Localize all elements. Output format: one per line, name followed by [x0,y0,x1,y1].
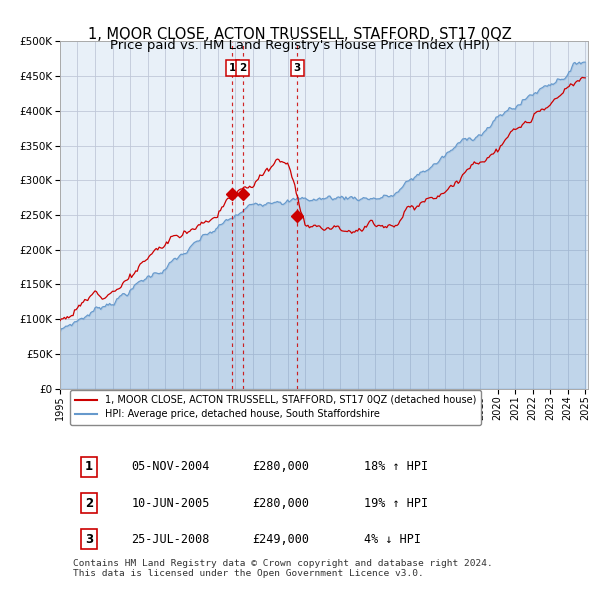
Legend: 1, MOOR CLOSE, ACTON TRUSSELL, STAFFORD, ST17 0QZ (detached house), HPI: Average: 1, MOOR CLOSE, ACTON TRUSSELL, STAFFORD,… [70,389,481,425]
Text: 4% ↓ HPI: 4% ↓ HPI [364,533,421,546]
Text: 2: 2 [85,497,93,510]
Text: 1, MOOR CLOSE, ACTON TRUSSELL, STAFFORD, ST17 0QZ: 1, MOOR CLOSE, ACTON TRUSSELL, STAFFORD,… [88,27,512,41]
Text: 3: 3 [85,533,93,546]
Text: 05-NOV-2004: 05-NOV-2004 [131,460,209,473]
Text: 25-JUL-2008: 25-JUL-2008 [131,533,209,546]
Text: 19% ↑ HPI: 19% ↑ HPI [364,497,428,510]
Text: 18% ↑ HPI: 18% ↑ HPI [364,460,428,473]
Text: £280,000: £280,000 [253,497,310,510]
Text: Price paid vs. HM Land Registry's House Price Index (HPI): Price paid vs. HM Land Registry's House … [110,39,490,52]
Text: £249,000: £249,000 [253,533,310,546]
Text: £280,000: £280,000 [253,460,310,473]
Text: 10-JUN-2005: 10-JUN-2005 [131,497,209,510]
Text: 1: 1 [85,460,93,473]
Text: 2: 2 [239,63,247,73]
Text: 1: 1 [229,63,236,73]
Text: 3: 3 [294,63,301,73]
Text: Contains HM Land Registry data © Crown copyright and database right 2024.
This d: Contains HM Land Registry data © Crown c… [73,559,493,578]
